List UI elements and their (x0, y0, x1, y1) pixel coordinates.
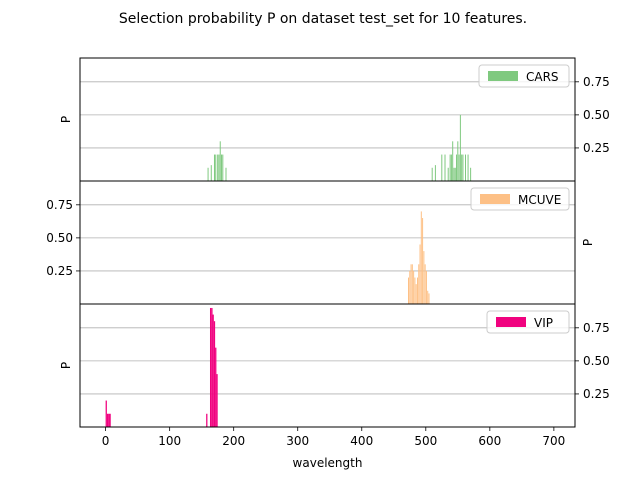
bar (410, 264, 412, 304)
bar (422, 218, 424, 304)
bar (462, 154, 464, 181)
bar (218, 154, 220, 181)
panel-mcuve: 0.25 0.50 0.75 P MCUVE (46, 180, 595, 305)
x-tick-label: 300 (286, 434, 309, 448)
bar (447, 167, 449, 181)
y-tick-label: 0.75 (583, 321, 610, 335)
bar (105, 400, 107, 427)
bar (408, 277, 410, 304)
bar (211, 307, 213, 427)
chart-panels: 0.250.500.75PCARS0.250.500.75PMCUVE0.250… (46, 57, 610, 428)
bar (221, 154, 223, 181)
bar (423, 251, 425, 304)
y-axis-label: P (59, 362, 73, 369)
bar (449, 154, 451, 181)
bar (215, 347, 217, 427)
bar (452, 141, 454, 181)
bar (453, 167, 455, 181)
bar (222, 154, 224, 181)
legend-label: CARS (526, 70, 559, 84)
x-tick-label: 600 (478, 434, 501, 448)
x-axis: 0 100 200 300 400 500 600 700 (102, 427, 565, 448)
x-tick-label: 0 (102, 434, 110, 448)
bar (434, 165, 436, 181)
bar (225, 167, 227, 181)
bar (216, 374, 218, 427)
bar (416, 277, 418, 304)
y-tick-label: 0.50 (583, 108, 610, 122)
legend-box (478, 64, 570, 88)
bar (456, 154, 458, 181)
y-axis-label: P (59, 116, 73, 123)
legend-swatch (480, 194, 510, 204)
bar (458, 154, 460, 181)
bar (207, 167, 209, 181)
y-tick-label: 0.25 (583, 387, 610, 401)
x-tick-label: 100 (158, 434, 181, 448)
bar (418, 264, 420, 304)
x-axis-label: wavelength (293, 456, 363, 470)
bar (409, 270, 411, 304)
bar (109, 413, 111, 427)
bar (431, 167, 433, 181)
y-tick-label: 0.50 (583, 354, 610, 368)
bar (414, 277, 416, 304)
axes-frame (79, 303, 576, 428)
bar (413, 270, 415, 304)
bar (419, 244, 421, 304)
y-tick-label: 0.50 (46, 231, 73, 245)
bar (467, 154, 469, 181)
legend-swatch (488, 71, 518, 81)
y-tick-label: 0.25 (583, 141, 610, 155)
y-axis-label: P (581, 239, 595, 246)
bar (470, 167, 472, 181)
bar (465, 154, 466, 181)
x-tick-label: 500 (414, 434, 437, 448)
bar (210, 165, 212, 181)
legend-swatch (496, 317, 526, 327)
bar (420, 211, 422, 304)
bar (441, 154, 443, 181)
legend: MCUVE (470, 187, 570, 211)
bar (457, 141, 459, 181)
legend-box (470, 187, 570, 211)
bar (411, 264, 413, 304)
bar (424, 264, 426, 304)
bar (427, 290, 429, 304)
legend-box (486, 310, 570, 334)
legend-label: MCUVE (518, 193, 561, 207)
bar (106, 413, 109, 427)
legend: VIP (486, 310, 570, 334)
bar (459, 114, 461, 181)
bar (213, 321, 216, 427)
bar (213, 154, 215, 181)
bar (206, 413, 208, 427)
x-tick-label: 400 (350, 434, 373, 448)
chart-title: Selection probability P on dataset test_… (119, 11, 527, 27)
x-tick-label: 700 (542, 434, 565, 448)
bar (212, 314, 214, 427)
bar (461, 154, 463, 181)
bar (450, 154, 452, 181)
legend-label: VIP (534, 316, 553, 330)
y-tick-label: 0.25 (46, 264, 73, 278)
bar (209, 307, 212, 427)
bar (415, 284, 417, 304)
panel-cars: 0.25 0.50 0.75 P CARS (59, 57, 610, 182)
y-tick-label: 0.75 (583, 75, 610, 89)
bar (428, 293, 430, 304)
panel-vip: 0.25 0.50 0.75 P VIP (59, 303, 610, 428)
legend: CARS (478, 64, 570, 88)
bar (454, 167, 456, 181)
bar (215, 154, 217, 181)
bar (425, 270, 427, 304)
bar (219, 141, 221, 181)
bar (108, 413, 110, 427)
bar (217, 154, 219, 181)
bar (444, 154, 446, 181)
x-tick-label: 200 (222, 434, 245, 448)
y-tick-label: 0.75 (46, 198, 73, 212)
